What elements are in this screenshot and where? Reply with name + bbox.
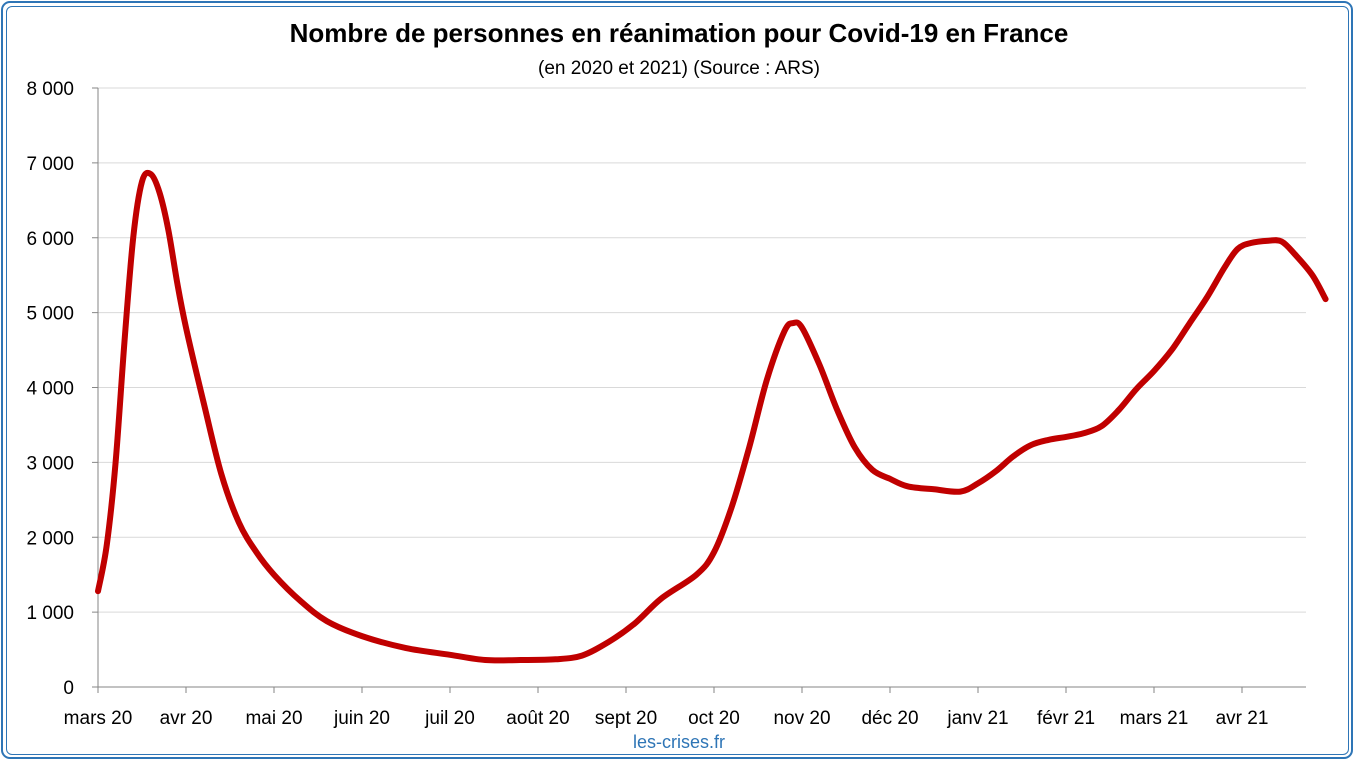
x-tick-label-9: déc 20 bbox=[861, 708, 918, 729]
chart-title: Nombre de personnes en réanimation pour … bbox=[289, 18, 1069, 48]
y-tick-label-7: 7 000 bbox=[26, 154, 74, 175]
x-tick-label-2: mai 20 bbox=[245, 708, 302, 729]
chart-inner-border bbox=[6, 6, 1349, 755]
x-axis-ticks: mars 20 avr 20 mai 20 juin 20 juil 20 août 20… bbox=[64, 687, 1269, 729]
y-axis-ticks: 0 1 000 2 000 3 000 4 000 5 000 6 000 7 000 8 00… bbox=[26, 79, 98, 699]
source-label: les-crises.fr bbox=[632, 732, 725, 752]
x-tick-label-1: avr 20 bbox=[160, 708, 213, 729]
x-tick-label-11: févr 21 bbox=[1037, 708, 1095, 729]
x-tick-label-3: juin 20 bbox=[333, 708, 390, 729]
series-line-0 bbox=[95, 169, 1329, 664]
x-tick-label-4: juil 20 bbox=[424, 708, 475, 729]
y-tick-label-3: 3 000 bbox=[26, 453, 74, 474]
y-tick-label-2: 2 000 bbox=[26, 528, 74, 549]
y-tick-label-8: 8 000 bbox=[26, 79, 74, 100]
y-tick-label-5: 5 000 bbox=[26, 304, 74, 325]
gridlines bbox=[98, 87, 1306, 613]
x-tick-label-13: avr 21 bbox=[1216, 708, 1269, 729]
x-tick-label-5: août 20 bbox=[506, 708, 569, 729]
x-tick-label-10: janv 21 bbox=[946, 708, 1008, 729]
y-tick-label-0: 0 bbox=[63, 678, 74, 699]
x-tick-label-6: sept 20 bbox=[595, 708, 657, 729]
series-group bbox=[95, 169, 1329, 664]
y-tick-label-6: 6 000 bbox=[26, 229, 74, 250]
x-tick-label-8: nov 20 bbox=[773, 708, 830, 729]
y-tick-label-1: 1 000 bbox=[26, 603, 74, 624]
x-tick-label-0: mars 20 bbox=[64, 708, 133, 729]
y-tick-label-4: 4 000 bbox=[26, 379, 74, 400]
x-tick-label-7: oct 20 bbox=[688, 708, 740, 729]
chart-subtitle: (en 2020 et 2021) (Source : ARS) bbox=[538, 58, 820, 79]
x-tick-label-12: mars 21 bbox=[1120, 708, 1189, 729]
